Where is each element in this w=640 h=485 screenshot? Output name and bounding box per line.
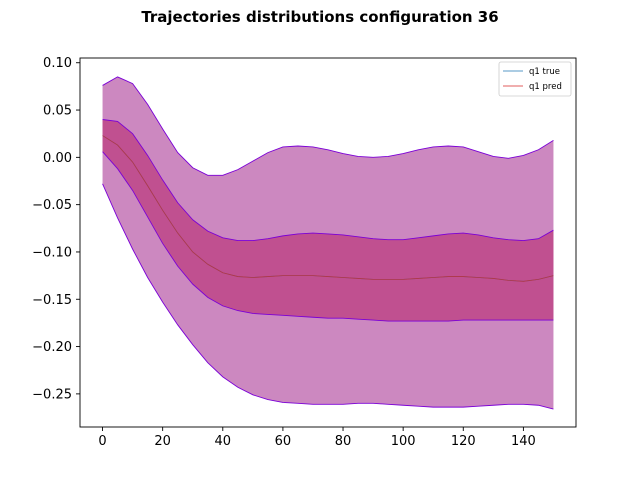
legend-label: q1 pred xyxy=(529,82,562,92)
y-tick-label: −0.10 xyxy=(32,245,72,260)
x-tick-label: 20 xyxy=(154,434,171,449)
band-1-upper-edge xyxy=(102,119,554,242)
x-tick-label: 120 xyxy=(451,434,476,449)
chart-title: Trajectories distributions configuration… xyxy=(141,8,498,26)
plot-area xyxy=(102,76,554,410)
band-0-lower-edge xyxy=(102,183,554,410)
y-tick-label: −0.15 xyxy=(32,293,72,308)
x-tick-label: 100 xyxy=(391,434,416,449)
x-tick-label: 80 xyxy=(335,434,352,449)
x-tick-label: 0 xyxy=(98,434,106,449)
y-tick-label: −0.20 xyxy=(32,340,72,355)
y-tick-label: 0.10 xyxy=(43,56,72,71)
x-tick-label: 40 xyxy=(215,434,232,449)
legend-box xyxy=(498,61,572,97)
x-tick-label: 140 xyxy=(511,434,536,449)
legend: q1 true q1 pred xyxy=(498,61,572,97)
plot-frame xyxy=(79,57,577,428)
series-line-1 xyxy=(102,135,554,282)
y-tick-label: 0.00 xyxy=(43,151,72,166)
legend-label: q1 true xyxy=(529,67,560,77)
y-tick-label: −0.25 xyxy=(32,387,72,402)
y-tick-label: −0.05 xyxy=(32,198,72,213)
y-tick-label: 0.05 xyxy=(43,104,72,119)
band-0-upper-edge xyxy=(102,76,554,176)
x-tick-label: 60 xyxy=(275,434,292,449)
axes: 0 20 40 60 80 100 120 140 0.10 0.05 0.00 −0.05 −0.10… xyxy=(32,56,577,449)
band-1 xyxy=(102,119,554,322)
band-1-lower-edge xyxy=(102,151,554,322)
